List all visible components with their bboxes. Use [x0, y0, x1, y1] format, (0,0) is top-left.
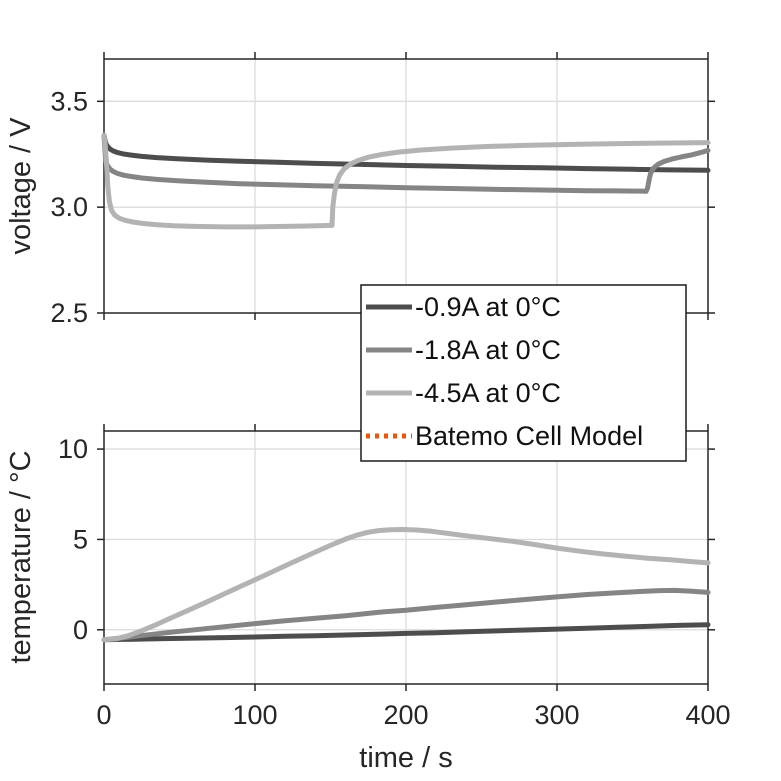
x-tick-label: 300	[534, 700, 579, 730]
legend-item: -4.5A at 0°C	[366, 378, 561, 408]
legend-label-0.9A: -0.9A at 0°C	[415, 292, 561, 322]
y-tick-label: 2.5	[50, 298, 88, 328]
y-tick-label: 10	[58, 434, 88, 464]
series-line	[101, 527, 711, 643]
temperature-y-axis-label: temperature / °C	[5, 450, 37, 663]
voltage-series-lines	[101, 132, 711, 230]
series-line	[101, 132, 711, 194]
series-line	[101, 622, 711, 643]
voltage-tick-labels: 2.5 3.0 3.5	[50, 86, 88, 328]
x-tick-label: 0	[96, 700, 111, 730]
voltage-y-axis-label: voltage / V	[5, 117, 37, 255]
legend-label-4.5A: -4.5A at 0°C	[415, 378, 561, 408]
y-tick-label: 3.0	[50, 192, 88, 222]
legend-item: Batemo Cell Model	[366, 421, 643, 451]
legend-box	[360, 284, 687, 462]
voltage-plot: 2.5 3.0 3.5 voltage / V	[5, 52, 715, 328]
temperature-series-lines	[101, 527, 711, 643]
y-tick-label: 5	[73, 524, 88, 554]
series-line	[101, 132, 711, 173]
x-tick-label: 100	[232, 700, 277, 730]
legend-item: -1.8A at 0°C	[366, 335, 561, 365]
series-line	[101, 587, 711, 643]
legend-label-batemo-model: Batemo Cell Model	[415, 421, 643, 451]
y-tick-label: 3.5	[50, 86, 88, 116]
legend: -0.9A at 0°C -1.8A at 0°C -4.5A at 0°C B…	[360, 284, 687, 462]
legend-item: -0.9A at 0°C	[366, 292, 561, 322]
y-tick-label: 0	[73, 615, 88, 645]
x-tick-label: 400	[685, 700, 730, 730]
x-tick-label: 200	[383, 700, 428, 730]
voltage-gridlines	[104, 59, 708, 313]
legend-label-1.8A: -1.8A at 0°C	[415, 335, 561, 365]
series-line	[101, 132, 711, 230]
time-x-axis-label: time / s	[359, 742, 452, 774]
